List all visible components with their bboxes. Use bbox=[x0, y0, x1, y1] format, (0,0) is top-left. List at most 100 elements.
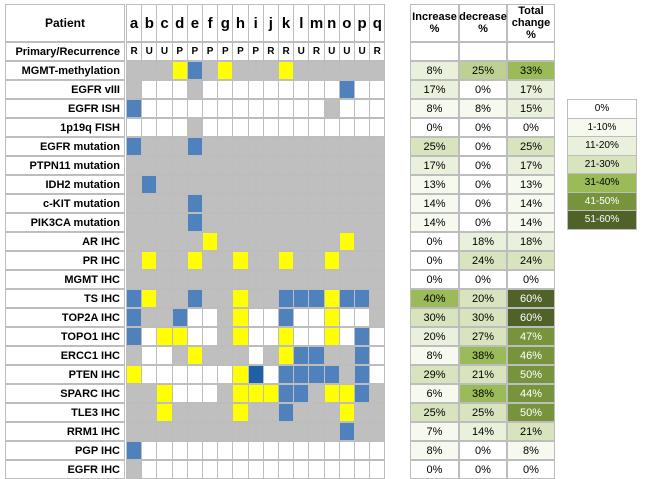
marker-cell bbox=[126, 460, 143, 479]
marker-cell bbox=[247, 346, 264, 365]
biomarker-label: RRM1 IHC bbox=[5, 422, 125, 441]
marker-cell bbox=[338, 213, 355, 232]
increase-value: 20% bbox=[410, 327, 459, 346]
marker-cell bbox=[186, 422, 203, 441]
marker-cell bbox=[126, 137, 143, 156]
marker-cell bbox=[293, 384, 310, 403]
marker-cell bbox=[247, 175, 264, 194]
marker-cell bbox=[323, 384, 340, 403]
pr-code: P bbox=[186, 42, 203, 61]
marker-cell bbox=[262, 251, 279, 270]
marker-cell bbox=[156, 213, 173, 232]
marker-cell bbox=[156, 289, 173, 308]
marker-cell bbox=[232, 365, 249, 384]
marker-cell bbox=[141, 118, 158, 137]
total-value: 17% bbox=[507, 80, 555, 99]
marker-cell bbox=[369, 194, 386, 213]
marker-cell bbox=[354, 403, 371, 422]
marker-cell bbox=[156, 175, 173, 194]
marker-cell bbox=[217, 289, 234, 308]
marker-cell bbox=[262, 270, 279, 289]
patient-letter: p bbox=[354, 4, 371, 42]
patient-letter: o bbox=[338, 4, 355, 42]
marker-cell bbox=[232, 289, 249, 308]
pr-code: R bbox=[126, 42, 143, 61]
marker-cell bbox=[323, 213, 340, 232]
marker-cell bbox=[217, 118, 234, 137]
marker-cell bbox=[308, 175, 325, 194]
marker-cell bbox=[323, 403, 340, 422]
increase-value: 8% bbox=[410, 99, 459, 118]
marker-cell bbox=[247, 270, 264, 289]
total-value: 50% bbox=[507, 365, 555, 384]
pr-code: P bbox=[217, 42, 234, 61]
marker-cell bbox=[202, 156, 219, 175]
marker-cell bbox=[308, 422, 325, 441]
marker-cell bbox=[247, 99, 264, 118]
marker-cell bbox=[156, 251, 173, 270]
marker-cell bbox=[171, 289, 188, 308]
marker-cell bbox=[278, 422, 295, 441]
increase-value: 0% bbox=[410, 460, 459, 479]
marker-cell bbox=[141, 403, 158, 422]
marker-cell bbox=[369, 156, 386, 175]
marker-cell bbox=[262, 441, 279, 460]
marker-cell bbox=[141, 289, 158, 308]
marker-cell bbox=[247, 289, 264, 308]
biomarker-label: EGFR vIII bbox=[5, 80, 125, 99]
marker-cell bbox=[323, 175, 340, 194]
marker-cell bbox=[141, 137, 158, 156]
marker-cell bbox=[232, 99, 249, 118]
marker-cell bbox=[171, 384, 188, 403]
marker-cell bbox=[308, 289, 325, 308]
marker-cell bbox=[141, 80, 158, 99]
marker-cell bbox=[247, 213, 264, 232]
marker-cell bbox=[247, 365, 264, 384]
decrease-value: 14% bbox=[459, 422, 507, 441]
pr-code: U bbox=[141, 42, 158, 61]
marker-cell bbox=[278, 175, 295, 194]
marker-cell bbox=[262, 137, 279, 156]
total-value: 60% bbox=[507, 308, 555, 327]
marker-cell bbox=[171, 99, 188, 118]
marker-cell bbox=[323, 232, 340, 251]
marker-cell bbox=[262, 346, 279, 365]
marker-cell bbox=[247, 308, 264, 327]
marker-cell bbox=[232, 175, 249, 194]
marker-cell bbox=[338, 156, 355, 175]
marker-cell bbox=[126, 422, 143, 441]
marker-cell bbox=[354, 118, 371, 137]
decrease-value: 0% bbox=[459, 118, 507, 137]
total-value: 50% bbox=[507, 403, 555, 422]
marker-cell bbox=[141, 175, 158, 194]
marker-cell bbox=[217, 308, 234, 327]
total-header: Total change % bbox=[507, 4, 555, 42]
marker-cell bbox=[156, 156, 173, 175]
marker-cell bbox=[247, 384, 264, 403]
marker-cell bbox=[369, 384, 386, 403]
marker-cell bbox=[202, 403, 219, 422]
marker-cell bbox=[308, 80, 325, 99]
marker-cell bbox=[202, 118, 219, 137]
marker-cell bbox=[202, 346, 219, 365]
marker-cell bbox=[308, 213, 325, 232]
marker-cell bbox=[278, 346, 295, 365]
marker-cell bbox=[232, 308, 249, 327]
decrease-value: 25% bbox=[459, 403, 507, 422]
marker-cell bbox=[232, 137, 249, 156]
marker-cell bbox=[323, 99, 340, 118]
marker-cell bbox=[247, 327, 264, 346]
marker-cell bbox=[171, 422, 188, 441]
marker-cell bbox=[323, 289, 340, 308]
marker-cell bbox=[293, 289, 310, 308]
marker-cell bbox=[293, 308, 310, 327]
marker-cell bbox=[278, 365, 295, 384]
marker-cell bbox=[354, 460, 371, 479]
patient-letter: a bbox=[126, 4, 143, 42]
marker-cell bbox=[323, 251, 340, 270]
marker-cell bbox=[202, 251, 219, 270]
marker-cell bbox=[354, 365, 371, 384]
marker-cell bbox=[202, 61, 219, 80]
marker-cell bbox=[308, 251, 325, 270]
marker-cell bbox=[323, 156, 340, 175]
